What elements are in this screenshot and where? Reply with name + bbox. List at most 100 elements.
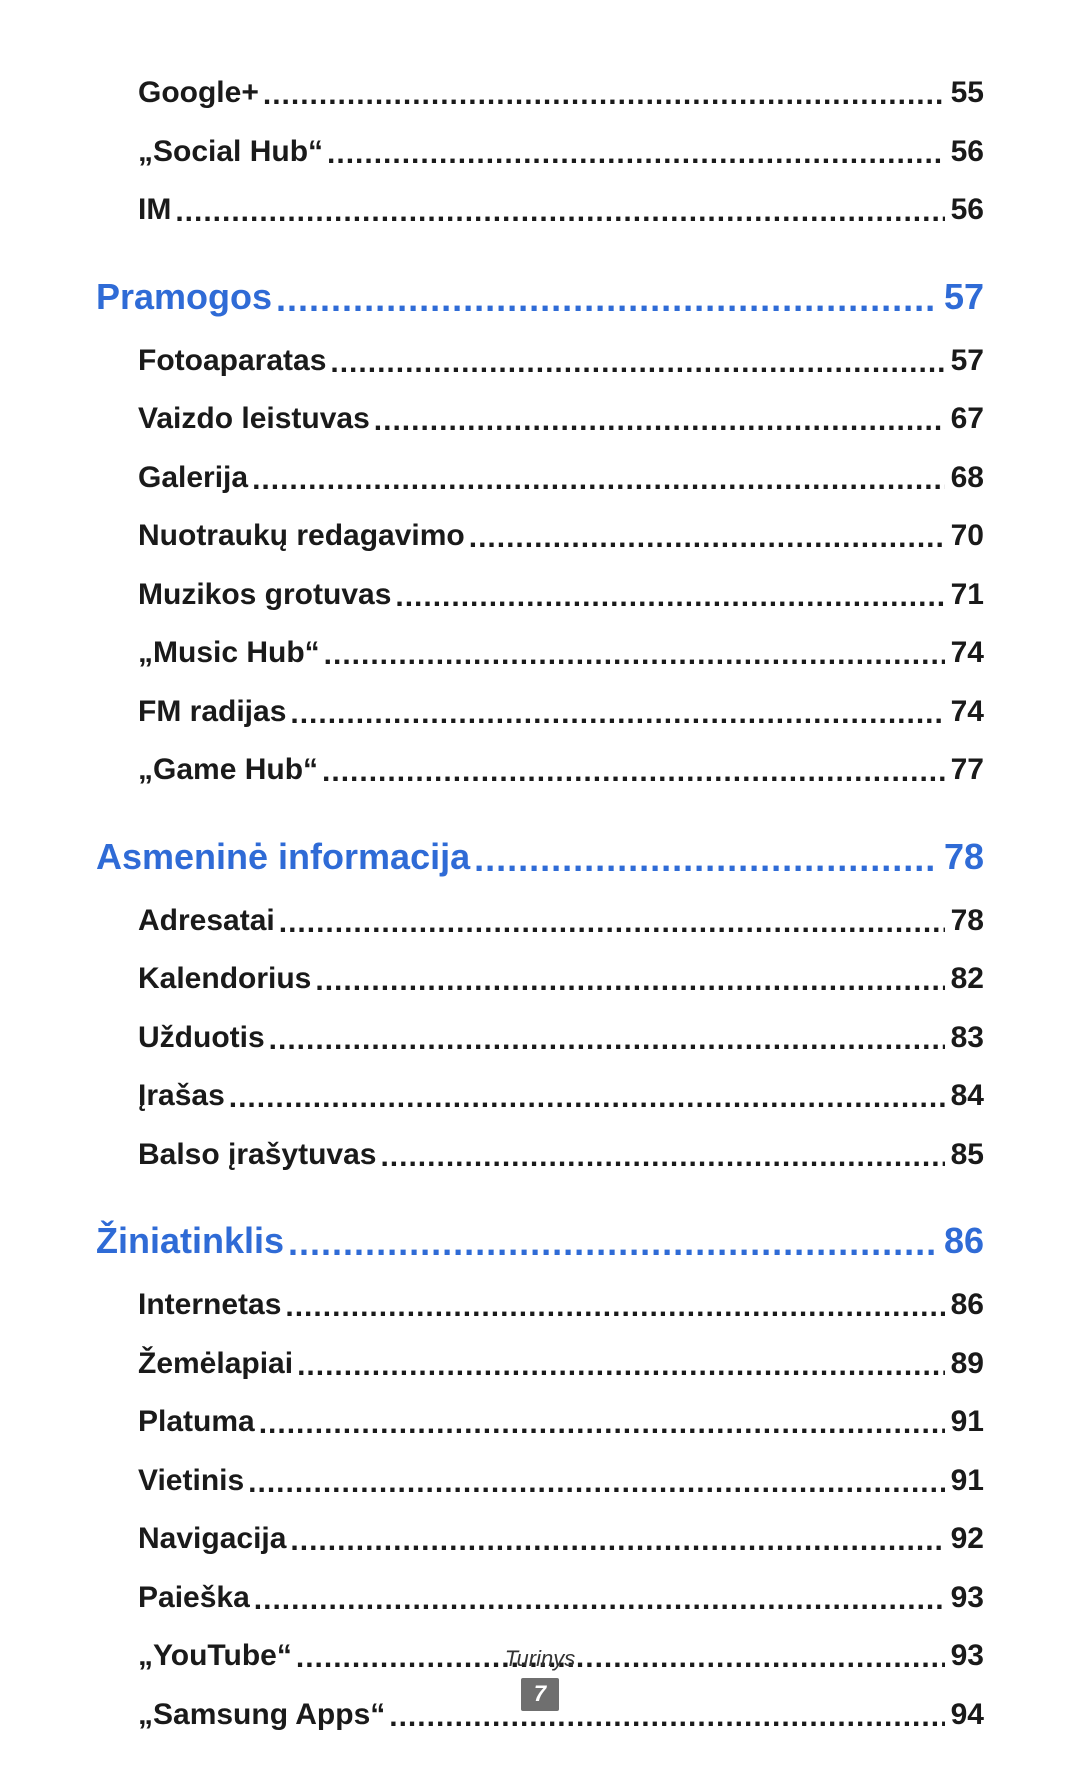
toc-dot-leader: [470, 832, 938, 886]
toc-dot-leader: [265, 1017, 945, 1064]
toc-sub-entry[interactable]: Fotoaparatas 57: [96, 338, 984, 385]
toc-sub-entry[interactable]: Įrašas 84: [96, 1073, 984, 1120]
toc-dot-leader: [391, 574, 944, 621]
toc-entry-label: Įrašas: [138, 1073, 225, 1120]
toc-sub-entry[interactable]: Platuma 91: [96, 1399, 984, 1446]
toc-sub-entry[interactable]: Adresatai 78: [96, 898, 984, 945]
toc-entry-page: 55: [945, 70, 984, 117]
toc-section-entry[interactable]: Žiniatinklis 86: [96, 1214, 984, 1268]
toc-dot-leader: [326, 340, 944, 387]
toc-sub-entry[interactable]: Balso įrašytuvas 85: [96, 1132, 984, 1179]
toc-entry-label: Žiniatinklis: [96, 1214, 284, 1268]
toc-entry-label: Asmeninė informacija: [96, 830, 470, 884]
toc-dot-leader: [284, 1216, 938, 1270]
page-footer: Turinys 7: [0, 1646, 1080, 1711]
toc-entry-label: Nuotraukų redagavimo: [138, 513, 465, 560]
toc-sub-entry[interactable]: Nuotraukų redagavimo 70: [96, 513, 984, 560]
toc-entry-label: IM: [138, 187, 171, 234]
toc-entry-label: Adresatai: [138, 898, 275, 945]
toc-entry-label: Pramogos: [96, 270, 272, 324]
toc-dot-leader: [320, 632, 945, 679]
toc-entry-page: 57: [938, 270, 984, 324]
toc-sub-entry[interactable]: „Music Hub“ 74: [96, 630, 984, 677]
toc-dot-leader: [171, 189, 944, 236]
toc-entry-page: 74: [945, 689, 984, 736]
toc-dot-leader: [244, 1460, 944, 1507]
toc-dot-leader: [281, 1284, 944, 1331]
toc-entry-page: 74: [945, 630, 984, 677]
toc-sub-entry[interactable]: Paieška 93: [96, 1575, 984, 1622]
toc-dot-leader: [318, 749, 945, 796]
toc-entry-page: 68: [945, 455, 984, 502]
toc-entry-page: 56: [945, 187, 984, 234]
toc-entry-page: 71: [945, 572, 984, 619]
toc-dot-leader: [250, 1577, 945, 1624]
toc-entry-label: FM radijas: [138, 689, 286, 736]
toc-dot-leader: [255, 1401, 945, 1448]
toc-entry-page: 85: [945, 1132, 984, 1179]
toc-sub-entry[interactable]: FM radijas 74: [96, 689, 984, 736]
toc-entry-label: Balso įrašytuvas: [138, 1132, 376, 1179]
toc-sub-entry[interactable]: Muzikos grotuvas 71: [96, 572, 984, 619]
toc-sub-entry[interactable]: Navigacija92: [96, 1516, 984, 1563]
toc-dot-leader: [286, 691, 944, 738]
toc-dot-leader: [275, 900, 945, 947]
toc-entry-label: „Game Hub“: [138, 747, 318, 794]
toc-sub-entry[interactable]: Užduotis 83: [96, 1015, 984, 1062]
toc-entry-label: Kalendorius: [138, 956, 311, 1003]
toc-sub-entry[interactable]: Žemėlapiai 89: [96, 1341, 984, 1388]
toc-entry-page: 57: [945, 338, 984, 385]
toc-dot-leader: [311, 958, 944, 1005]
toc-entry-page: 86: [938, 1214, 984, 1268]
toc-entry-label: Užduotis: [138, 1015, 265, 1062]
toc-entry-page: 93: [945, 1575, 984, 1622]
toc-entry-label: „Music Hub“: [138, 630, 320, 677]
toc-sub-entry[interactable]: „Social Hub“ 56: [96, 129, 984, 176]
toc-dot-leader: [248, 457, 945, 504]
toc-entry-label: Paieška: [138, 1575, 250, 1622]
toc-dot-leader: [376, 1134, 944, 1181]
toc-sub-entry[interactable]: Vietinis 91: [96, 1458, 984, 1505]
toc-dot-leader: [259, 72, 945, 119]
toc-dot-leader: [465, 515, 945, 562]
toc-entry-page: 91: [945, 1458, 984, 1505]
toc-sub-entry[interactable]: Google+ 55: [96, 70, 984, 117]
toc-entry-label: Internetas: [138, 1282, 281, 1329]
toc-entry-label: Google+: [138, 70, 259, 117]
toc-entry-page: 70: [945, 513, 984, 560]
document-page: Google+55„Social Hub“56IM56Pramogos57Fot…: [0, 0, 1080, 1771]
toc-entry-label: Vaizdo leistuvas: [138, 396, 370, 443]
toc-sub-entry[interactable]: Internetas 86: [96, 1282, 984, 1329]
toc-dot-leader: [286, 1518, 944, 1565]
toc-entry-page: 92: [945, 1516, 984, 1563]
toc-entry-page: 83: [945, 1015, 984, 1062]
toc-entry-page: 91: [945, 1399, 984, 1446]
toc-section-entry[interactable]: Pramogos 57: [96, 270, 984, 324]
toc-sub-entry[interactable]: Kalendorius 82: [96, 956, 984, 1003]
toc-entry-page: 86: [945, 1282, 984, 1329]
toc-entry-label: „Social Hub“: [138, 129, 323, 176]
toc-entry-label: Žemėlapiai: [138, 1341, 293, 1388]
toc-entry-page: 78: [945, 898, 984, 945]
toc-dot-leader: [272, 272, 938, 326]
toc-sub-entry[interactable]: IM 56: [96, 187, 984, 234]
footer-section-title: Turinys: [0, 1646, 1080, 1672]
toc-entry-label: Muzikos grotuvas: [138, 572, 391, 619]
toc-sub-entry[interactable]: Galerija68: [96, 455, 984, 502]
toc-dot-leader: [323, 131, 945, 178]
page-number-badge: 7: [521, 1678, 559, 1711]
toc-entry-page: 77: [945, 747, 984, 794]
toc-entry-page: 89: [945, 1341, 984, 1388]
toc-entry-page: 78: [938, 830, 984, 884]
toc-entry-page: 84: [945, 1073, 984, 1120]
toc-entry-label: Vietinis: [138, 1458, 244, 1505]
toc-sub-entry[interactable]: Vaizdo leistuvas 67: [96, 396, 984, 443]
toc-entry-label: Fotoaparatas: [138, 338, 326, 385]
toc-dot-leader: [225, 1075, 945, 1122]
toc-entry-page: 82: [945, 956, 984, 1003]
toc-sub-entry[interactable]: „Game Hub“ 77: [96, 747, 984, 794]
toc-entry-page: 67: [945, 396, 984, 443]
toc-entry-page: 56: [945, 129, 984, 176]
toc-section-entry[interactable]: Asmeninė informacija 78: [96, 830, 984, 884]
toc-entry-label: Platuma: [138, 1399, 255, 1446]
